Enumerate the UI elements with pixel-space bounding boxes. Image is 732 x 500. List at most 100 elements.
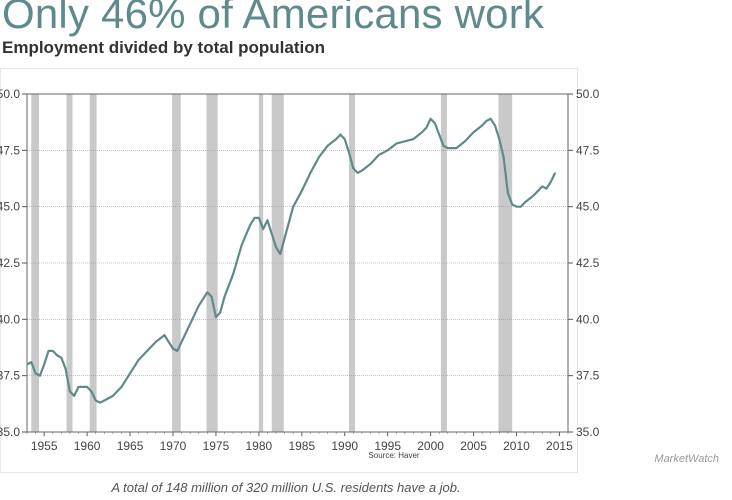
x-tick-label: 2000 [417,439,444,453]
data-point [326,145,329,147]
data-point [507,192,509,194]
data-point [339,133,342,136]
data-point [434,122,436,124]
y-tick-label-left: 37.5 [0,369,20,383]
data-point [99,402,101,404]
y-tick-label-right: 42.5 [576,256,600,270]
data-point [120,386,123,388]
data-point [103,399,105,402]
data-point [357,172,359,174]
data-point [73,395,75,397]
data-point [494,124,496,127]
data-point [219,311,221,314]
data-point [266,219,269,221]
data-point [309,172,311,174]
data-point [485,120,488,122]
data-point [361,170,363,172]
data-point [95,399,97,402]
data-point [395,142,397,145]
data-point [26,363,28,365]
data-point [223,296,226,298]
data-point [352,167,354,169]
plot-border [26,93,569,433]
data-point [206,291,208,293]
data-point [172,348,174,350]
data-point [82,386,84,388]
data-point [515,206,518,208]
x-tick-label: 2015 [546,439,573,453]
data-point [146,350,148,352]
y-tick-label-left: 45.0 [0,200,20,214]
x-tick-label: 1955 [31,439,58,453]
series-line [26,117,557,404]
data-point [335,138,337,140]
data-point [69,390,71,393]
data-point [344,138,346,140]
data-point [112,395,114,397]
data-point [86,386,88,388]
data-point [481,124,483,127]
x-tick-label: 1960 [74,439,101,453]
data-point [90,390,93,393]
data-point [292,206,294,208]
data-point [258,217,260,219]
y-tick-label-left: 42.5 [0,256,20,270]
data-point [447,147,449,149]
data-point [215,316,217,318]
data-point [241,244,243,246]
caption: A total of 148 million of 320 million U.… [111,480,461,495]
y-tick-label-left: 40.0 [0,312,20,326]
data-point [490,118,492,120]
data-point [412,138,415,140]
data-point [211,296,213,298]
data-point [176,350,178,352]
data-point [498,138,500,140]
recession-band [172,94,181,432]
x-tick-label: 1995 [374,439,401,453]
x-tick-label: 1965 [117,439,144,453]
data-point [271,233,273,235]
marketwatch-watermark: MarketWatch [654,453,719,465]
data-point [232,273,234,275]
data-point [404,140,406,142]
data-point [472,131,475,133]
chart-title: Only 46% of Americans work [2,0,545,37]
recession-band [349,94,356,432]
data-point [464,140,466,142]
data-point [550,181,552,183]
data-point [301,190,303,192]
data-point [524,201,526,203]
data-point [189,323,191,325]
y-tick-label-right: 40.0 [576,312,600,326]
data-point [56,354,58,356]
x-tick-label: 1970 [160,439,187,453]
data-point [545,188,548,190]
data-point [163,334,165,336]
data-point [318,156,320,158]
x-tick-label: 2010 [503,439,530,453]
data-point [430,118,432,120]
chart-panel: 35.0 35.0 37.5 37.5 40.0 40.0 42.5 42.5 45.0 45.0… [0,68,730,476]
y-tick-label-right: 47.5 [576,143,600,157]
data-point [541,185,543,187]
data-point [30,361,32,363]
y-tick-label-left: 47.5 [0,143,20,157]
data-point [47,350,50,352]
y-tick-label-left: 35.0 [0,425,20,439]
x-tick-label: 1980 [246,439,273,453]
data-point [275,246,277,248]
y-tick-label-left: 50.0 [0,87,20,101]
data-point [387,149,389,151]
data-point [198,305,200,307]
data-point [77,386,80,388]
data-point [279,253,281,255]
data-point [262,228,264,230]
data-point [34,372,37,375]
x-tick-label: 1990 [331,439,358,453]
data-point [455,147,457,149]
data-point [438,133,440,136]
data-point [52,350,54,352]
y-tick-label-right: 37.5 [576,369,600,383]
data-point [442,145,445,147]
data-point [348,151,350,154]
